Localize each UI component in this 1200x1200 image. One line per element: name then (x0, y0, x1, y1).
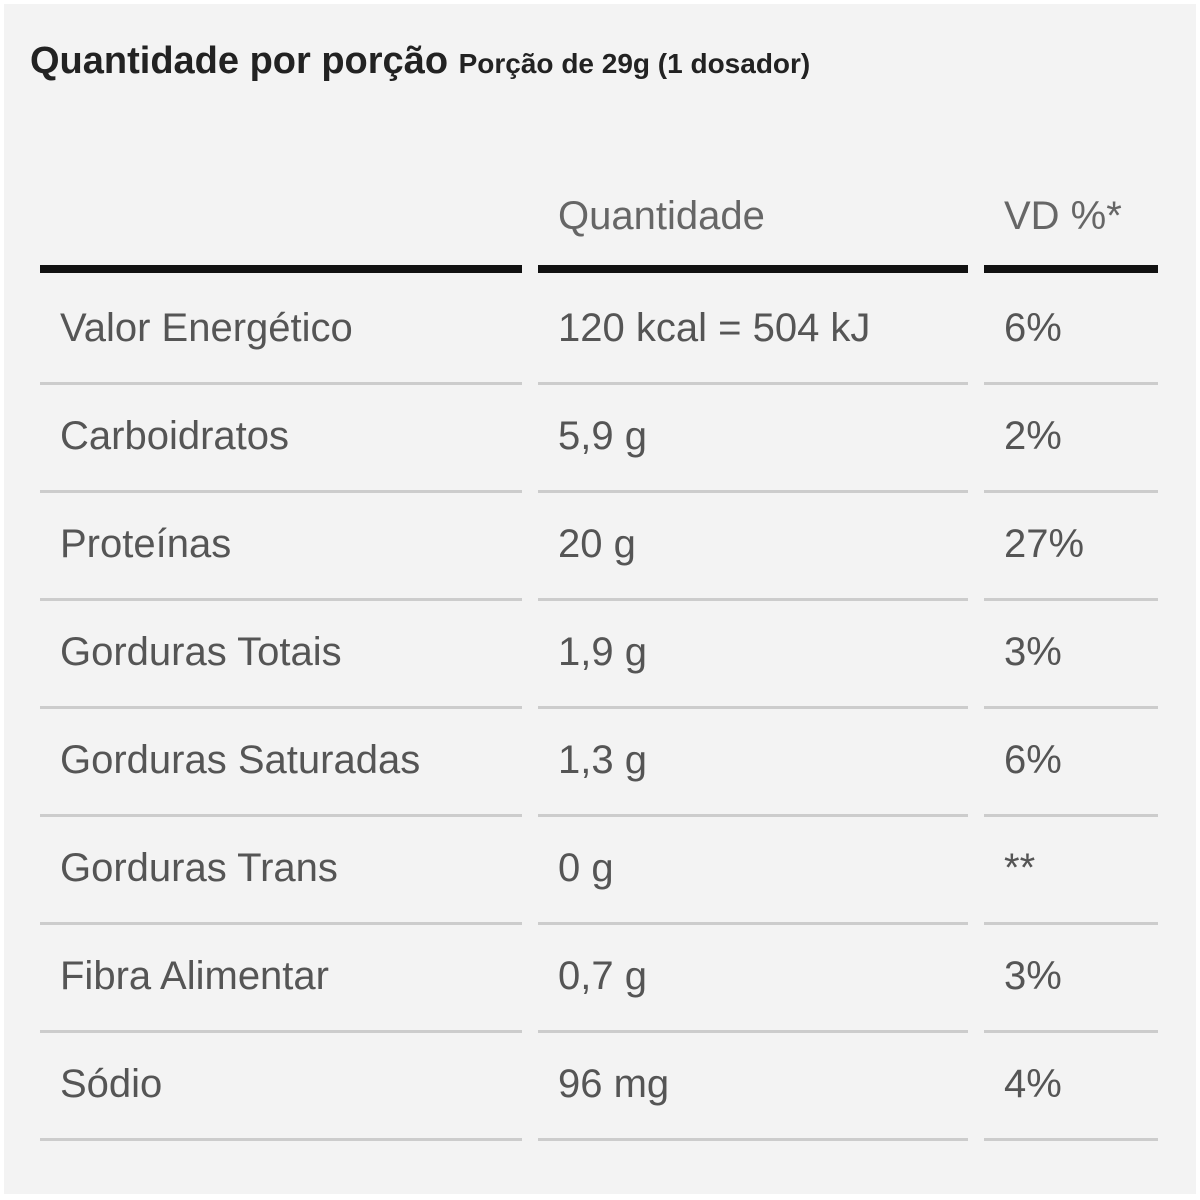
row-rule (538, 1030, 968, 1033)
table-cell: Gorduras Saturadas (60, 738, 421, 782)
header-rule (984, 265, 1158, 273)
row-rule (984, 1138, 1158, 1141)
table-cell: Sódio (60, 1062, 163, 1106)
subtitle: Porção de 29g (1 dosador) (458, 48, 811, 79)
table-cell: 1,3 g (558, 738, 647, 782)
row-rule (538, 382, 968, 385)
table-cell: ** (1004, 846, 1036, 890)
table-cell: 4% (1004, 1062, 1062, 1106)
row-rule (40, 598, 522, 601)
row-rule (40, 1138, 522, 1141)
table-cell: Valor Energético (60, 306, 353, 350)
table-cell: 1,9 g (558, 630, 647, 674)
table-cell: 3% (1004, 954, 1062, 998)
row-rule (984, 706, 1158, 709)
table-cell: 96 mg (558, 1062, 670, 1106)
table-cell: Gorduras Totais (60, 630, 342, 674)
row-rule (984, 814, 1158, 817)
table-cell: 6% (1004, 306, 1062, 350)
row-rule (984, 598, 1158, 601)
row-rule (40, 490, 522, 493)
column-header: VD %* (1004, 194, 1122, 238)
header-rule (538, 265, 968, 273)
table-cell: Gorduras Trans (60, 846, 338, 890)
title: Quantidade por porção Porção de 29g (1 d… (30, 40, 810, 83)
row-rule (538, 706, 968, 709)
table-cell: Carboidratos (60, 414, 290, 458)
header-rule (40, 265, 522, 273)
table-cell: 2% (1004, 414, 1062, 458)
table-cell: Fibra Alimentar (60, 954, 329, 998)
table-cell: 120 kcal = 504 kJ (558, 306, 871, 350)
title-text: Quantidade por porção (30, 40, 449, 82)
table-cell: 5,9 g (558, 414, 647, 458)
table-cell: 0 g (558, 846, 614, 890)
nutrition-panel: Quantidade por porção Porção de 29g (1 d… (4, 4, 1196, 1194)
row-rule (538, 598, 968, 601)
table-cell: 3% (1004, 630, 1062, 674)
row-rule (40, 382, 522, 385)
row-rule (40, 706, 522, 709)
column-header: Quantidade (558, 194, 765, 238)
row-rule (40, 1030, 522, 1033)
table-cell: 6% (1004, 738, 1062, 782)
table-cell: Proteínas (60, 522, 232, 566)
row-rule (984, 1030, 1158, 1033)
table-cell: 27% (1004, 522, 1085, 566)
table-cell: 0,7 g (558, 954, 647, 998)
row-rule (984, 490, 1158, 493)
row-rule (538, 814, 968, 817)
row-rule (538, 490, 968, 493)
row-rule (538, 1138, 968, 1141)
row-rule (984, 382, 1158, 385)
row-rule (538, 922, 968, 925)
table-cell: 20 g (558, 522, 636, 566)
row-rule (40, 922, 522, 925)
row-rule (40, 814, 522, 817)
row-rule (984, 922, 1158, 925)
